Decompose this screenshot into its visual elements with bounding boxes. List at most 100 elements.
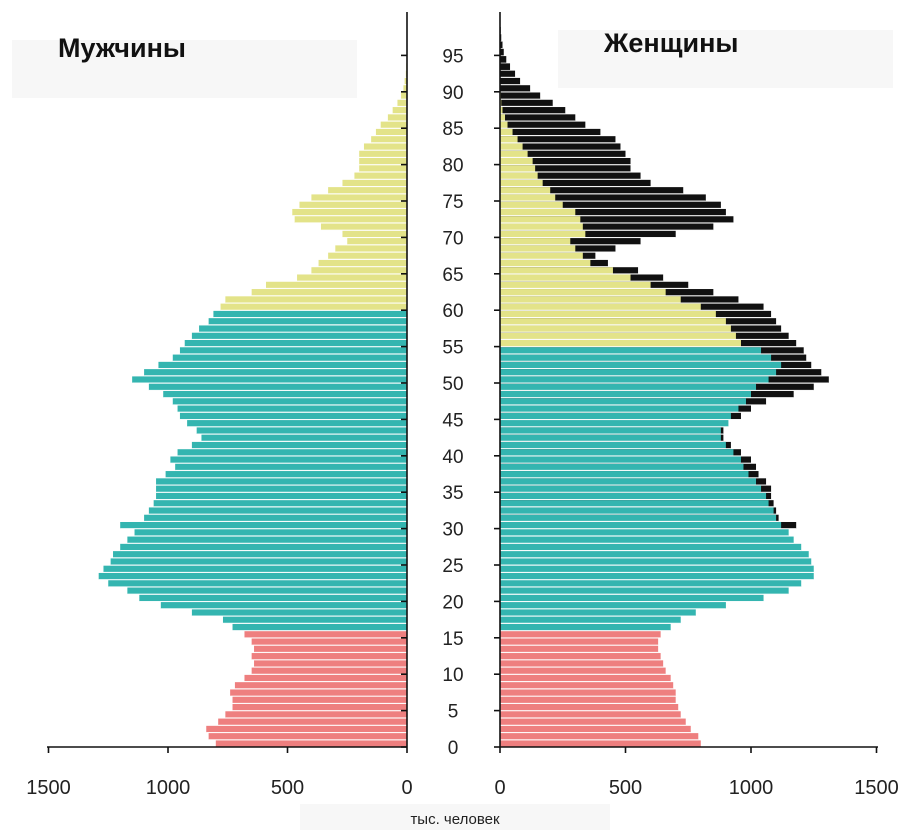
- women-bar: [500, 536, 794, 544]
- men-bar: [299, 201, 407, 209]
- women-bar: [500, 674, 671, 682]
- men-bar: [220, 303, 407, 311]
- men-bar: [359, 158, 407, 165]
- women-bar: [500, 303, 701, 311]
- women-bar: [500, 558, 812, 565]
- men-bar: [244, 631, 407, 638]
- men-bar: [163, 390, 407, 398]
- women-bar: [500, 165, 536, 172]
- men-bar: [127, 536, 408, 544]
- men-bar: [232, 696, 407, 704]
- men-x-tick-label: 1000: [146, 777, 191, 799]
- age-tick-label: 50: [442, 374, 463, 395]
- men-bar: [254, 660, 407, 667]
- men-bar: [251, 667, 407, 675]
- women-bar: [500, 412, 731, 420]
- women-bar: [500, 143, 523, 151]
- men-bar: [196, 427, 407, 434]
- men-bar: [156, 485, 407, 493]
- men-bar: [404, 77, 407, 85]
- women-excess-bar: [500, 85, 531, 92]
- men-bar: [139, 594, 407, 602]
- men-bar: [127, 587, 408, 595]
- women-bar: [500, 274, 631, 282]
- men-bar: [218, 718, 407, 726]
- women-bar: [500, 208, 576, 216]
- women-bar: [500, 194, 556, 201]
- women-title-background: [558, 30, 893, 88]
- women-bar: [500, 369, 777, 376]
- women-excess-bar: [500, 150, 626, 158]
- men-bar: [148, 383, 407, 391]
- women-bar: [500, 492, 767, 500]
- men-bar: [120, 522, 407, 529]
- men-bar: [98, 572, 407, 580]
- men-bar: [120, 543, 407, 551]
- women-bar: [500, 631, 661, 638]
- men-bar: [158, 361, 407, 369]
- men-bar: [232, 623, 407, 631]
- women-bar: [500, 347, 762, 354]
- men-bar: [215, 740, 407, 747]
- women-x-tick-label: 1500: [854, 777, 899, 799]
- women-bar: [500, 420, 729, 427]
- men-bar: [148, 507, 407, 515]
- men-bar: [177, 449, 407, 456]
- women-excess-bar: [500, 48, 504, 56]
- x-ticks-right-group: 0 500 1000 1500: [494, 747, 899, 799]
- men-bar: [208, 318, 407, 325]
- women-bar: [500, 711, 681, 718]
- age-tick-label: 65: [442, 265, 463, 286]
- men-bar: [320, 223, 407, 231]
- women-bar: [500, 638, 659, 646]
- women-bar: [500, 572, 814, 580]
- women-bar: [500, 645, 659, 653]
- age-tick-label: 70: [442, 228, 463, 249]
- women-bar: [500, 383, 757, 391]
- men-x-tick-label: 500: [271, 777, 304, 799]
- men-bar: [297, 274, 407, 282]
- men-bar: [113, 551, 407, 558]
- age-tick-label: 0: [448, 738, 459, 759]
- men-bar: [160, 602, 407, 609]
- men-bar: [110, 558, 407, 565]
- age-tick-label: 60: [442, 301, 463, 322]
- women-bar: [500, 340, 741, 347]
- men-bar: [175, 463, 407, 471]
- men-bar: [165, 471, 407, 478]
- women-excess-bar: [500, 77, 521, 85]
- women-bar: [500, 725, 691, 733]
- women-bar: [500, 201, 563, 209]
- women-bar: [500, 172, 538, 180]
- women-bar: [500, 318, 726, 325]
- men-bar: [342, 230, 407, 238]
- women-bar: [500, 114, 506, 121]
- women-x-tick-label: 1000: [729, 777, 774, 799]
- women-bar: [500, 238, 571, 245]
- women-bar: [500, 158, 533, 165]
- men-bar: [225, 711, 407, 718]
- women-excess-bar: [500, 92, 541, 100]
- women-bar: [500, 696, 676, 704]
- women-bar: [500, 310, 716, 318]
- men-bar: [311, 194, 407, 201]
- women-excess-bar: [500, 56, 507, 63]
- women-excess-bar: [500, 208, 726, 216]
- women-excess-bar: [500, 99, 553, 107]
- women-excess-bar: [500, 165, 631, 172]
- women-bar: [500, 398, 746, 405]
- men-bar: [225, 296, 407, 303]
- men-bar: [397, 99, 407, 107]
- men-bar: [251, 638, 407, 646]
- women-bar: [500, 361, 782, 369]
- men-bar: [265, 281, 407, 289]
- men-bar: [392, 107, 407, 114]
- women-excess-bar: [500, 41, 503, 49]
- men-bar: [156, 478, 407, 485]
- women-bar: [500, 704, 679, 711]
- age-tick-label: 95: [442, 46, 463, 67]
- women-bar: [500, 376, 769, 383]
- men-bar: [222, 616, 407, 624]
- women-bar: [500, 623, 671, 631]
- women-excess-bar: [500, 172, 641, 180]
